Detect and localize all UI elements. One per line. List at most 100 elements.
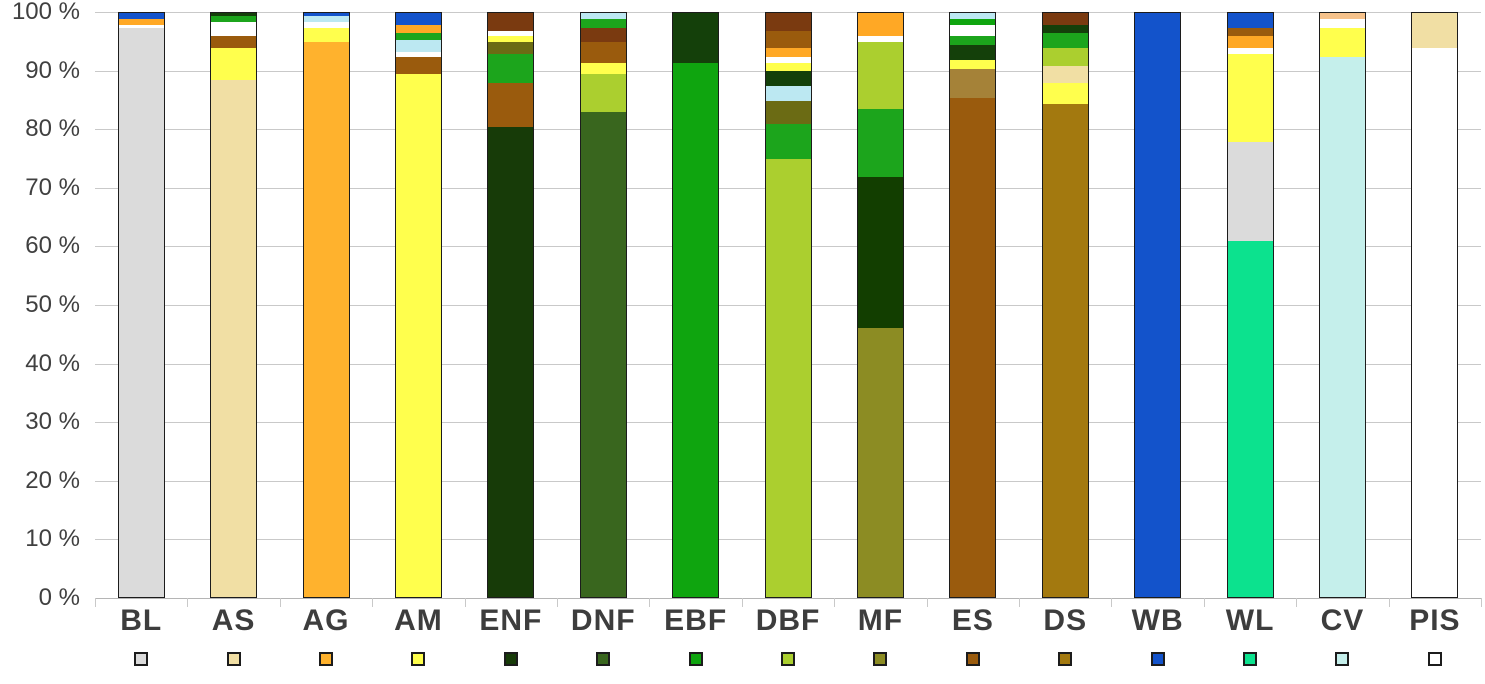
bar-segment [580, 74, 626, 113]
x-axis-label-ds: DS [1043, 604, 1088, 637]
legend-swatch-am [411, 652, 426, 666]
x-axis-label-ag: AG [302, 604, 350, 637]
legend-swatch-wb [1150, 652, 1165, 666]
bar-segment [488, 30, 534, 37]
legend-swatch-pis [1427, 652, 1442, 666]
legend-swatch-dnf [596, 652, 611, 666]
bar-am [394, 12, 442, 598]
bar-segment [765, 13, 811, 31]
bar-segment [1227, 36, 1273, 49]
bar-segment [211, 15, 257, 22]
bar-mf [856, 12, 904, 598]
bar-segment [1227, 53, 1273, 142]
bar-column-dnf [557, 12, 649, 598]
x-axis-label-cv: CV [1320, 604, 1365, 637]
legend-swatch-wl [1243, 652, 1258, 666]
bar-segment [1227, 141, 1273, 241]
bar-segment [765, 62, 811, 72]
bar-segment [765, 100, 811, 124]
bar-segment [395, 13, 441, 25]
y-tick-label: 40 % [25, 349, 80, 377]
legend-cell-ag [280, 652, 372, 666]
bar-column-enf [465, 12, 557, 598]
x-axis-tick [372, 598, 374, 607]
bar-segment [118, 13, 164, 19]
x-axis-label-dnf: DNF [570, 604, 636, 637]
bar-segment [1319, 56, 1365, 597]
bar-segment [1042, 83, 1088, 104]
bar-segment [1227, 240, 1273, 597]
bar-segment [950, 68, 996, 98]
legend-cell-ebf [649, 652, 741, 666]
bar-segment [211, 80, 257, 597]
bar-segment [1135, 13, 1181, 597]
bar-segment [488, 83, 534, 127]
x-axis-label-bl: BL [120, 604, 163, 637]
bar-segment [580, 27, 626, 43]
x-axis-label-ebf: EBF [664, 604, 728, 637]
bar-segment [303, 42, 349, 597]
bar-segment [488, 13, 534, 31]
bar-segment [765, 159, 811, 597]
x-axis-tick [1203, 598, 1205, 607]
legend-cell-ds [1019, 652, 1111, 666]
x-axis-tick [187, 598, 189, 607]
bar-segment [580, 112, 626, 597]
bar-segment [118, 24, 164, 28]
bar-dnf [579, 12, 627, 598]
y-tick-label: 30 % [25, 408, 80, 436]
bar-segment [395, 24, 441, 34]
x-axis-label-enf: ENF [479, 604, 543, 637]
bar-segment [765, 48, 811, 57]
bar-segment [488, 126, 534, 597]
x-axis-labels: BL AS AG AM ENF DNF EBF DBF MF ES DS WB WL CV PIS [95, 604, 1481, 638]
bar-segment [303, 13, 349, 16]
bar-column-bl [95, 12, 187, 598]
bar-segment [765, 71, 811, 87]
bar-as [210, 12, 258, 598]
bar-column-es [927, 12, 1019, 598]
bar-wb [1134, 12, 1182, 598]
bar-segment [950, 36, 996, 46]
bar-segment [488, 36, 534, 43]
legend-swatch-dbf [781, 652, 796, 666]
bar-segment [1042, 24, 1088, 34]
bar-column-dbf [742, 12, 834, 598]
x-axis-tick [1111, 598, 1113, 607]
bar-segment [303, 15, 349, 22]
bar-segment [580, 42, 626, 63]
bar-ebf [672, 12, 720, 598]
y-tick-label: 80 % [25, 115, 80, 143]
bar-segment [118, 18, 164, 25]
y-tick-label: 90 % [25, 56, 80, 84]
bar-segment [580, 18, 626, 28]
legend-cell-as [187, 652, 279, 666]
bar-segment [1042, 33, 1088, 49]
bar-segment [857, 13, 903, 37]
x-axis-label-dbf: DBF [755, 604, 821, 637]
y-tick-label: 70 % [25, 173, 80, 201]
bar-column-am [372, 12, 464, 598]
y-tick-label: 20 % [25, 466, 80, 494]
x-axis-tick [741, 598, 743, 607]
bar-segment [1042, 13, 1088, 25]
bar-segment [950, 24, 996, 37]
bar-segment [395, 33, 441, 41]
bar-segment [673, 62, 719, 597]
legend-cell-dnf [557, 652, 649, 666]
y-tick-label: 50 % [25, 291, 80, 318]
x-axis-tick [557, 598, 558, 607]
x-axis-label-mf: MF [857, 604, 904, 637]
bar-column-ds [1019, 12, 1111, 598]
bar-segment [765, 123, 811, 159]
bar-segment [1042, 103, 1088, 597]
x-axis-tick [95, 598, 96, 607]
bar-segment [1227, 48, 1273, 54]
bar-segment [395, 40, 441, 53]
bar-segment [857, 109, 903, 177]
bar-segment [211, 21, 257, 37]
bar-column-as [187, 12, 279, 598]
bar-segment [395, 52, 441, 57]
legend-cell-mf [834, 652, 926, 666]
